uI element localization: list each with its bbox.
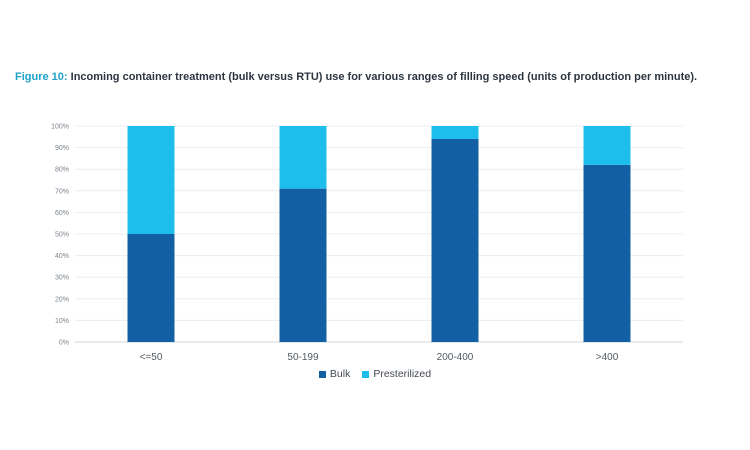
bar-bulk-3 — [431, 138, 479, 342]
y-tick-label: 30% — [55, 275, 69, 282]
legend-swatch-presterilized — [362, 370, 370, 378]
legend-label-bulk: Bulk — [329, 368, 351, 380]
y-tick-label: 40% — [55, 253, 69, 260]
x-category-label: 50-199 — [287, 352, 319, 363]
legend-swatch-bulk — [318, 370, 326, 378]
bars — [127, 126, 631, 342]
y-tick-label: 0% — [59, 340, 69, 347]
y-tick-label: 20% — [55, 296, 69, 303]
x-category-label: >400 — [596, 352, 619, 363]
y-tick-label: 10% — [55, 318, 69, 325]
bar-presterilized-4 — [583, 126, 631, 165]
bar-bulk-2 — [279, 188, 327, 342]
x-category-label: <=50 — [140, 352, 163, 363]
legend-label-presterilized: Presterilized — [373, 368, 432, 380]
y-tick-label: 50% — [55, 232, 69, 239]
y-tick-label: 90% — [55, 145, 69, 152]
x-category-label: 200-400 — [437, 352, 474, 363]
y-tick-label: 70% — [55, 188, 69, 195]
bar-bulk-1 — [127, 234, 175, 342]
y-axis-ticks: 0% 10% 20% 30% 40% 50% 60% 70% 80% 90% 100% — [51, 124, 69, 347]
y-tick-label: 80% — [55, 167, 69, 174]
legend: Bulk Presterilized — [0, 368, 750, 380]
x-axis-categories: <=50 50-199 200-400 >400 — [140, 352, 619, 363]
legend-item-presterilized: Presterilized — [362, 368, 431, 380]
figure-caption: Figure 10: Incoming container treatment … — [15, 71, 740, 83]
gridlines — [75, 125, 683, 343]
bar-presterilized-2 — [279, 126, 327, 189]
legend-item-bulk: Bulk — [318, 368, 351, 380]
bar-bulk-4 — [583, 164, 631, 342]
caption-text: Incoming container treatment (bulk versu… — [70, 71, 698, 83]
figure-number: Figure 10: — [15, 71, 68, 83]
bar-presterilized-1 — [127, 126, 175, 234]
y-tick-label: 60% — [55, 210, 69, 217]
y-tick-label: 100% — [51, 124, 69, 131]
bar-presterilized-3 — [431, 126, 479, 139]
